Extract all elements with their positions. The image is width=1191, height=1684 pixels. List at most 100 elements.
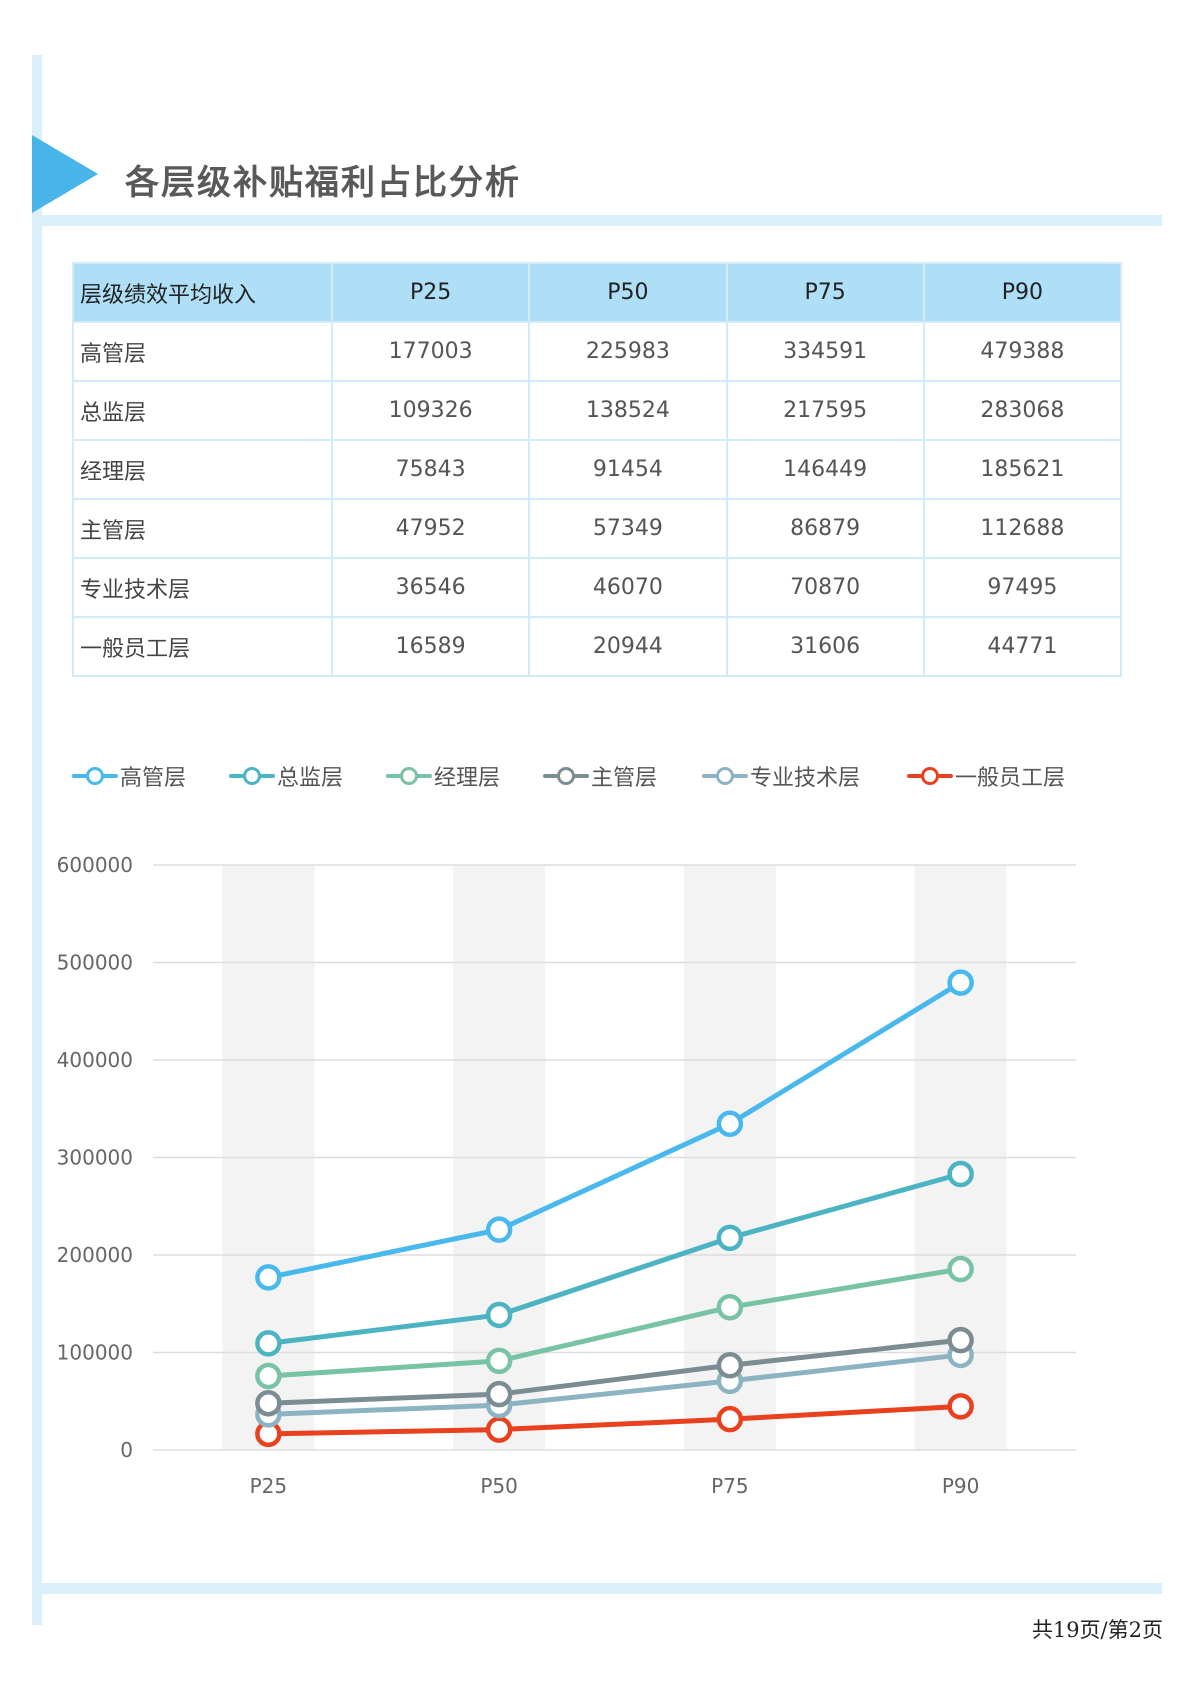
- series-line: [265, 1266, 964, 1379]
- table-header-cell: P50: [528, 262, 728, 323]
- table-cell: 185621: [922, 439, 1123, 500]
- table-cell: 20944: [528, 616, 728, 677]
- legend-label: 经理层: [434, 766, 501, 791]
- table-cell: 16589: [330, 616, 531, 677]
- table-cell: 112688: [922, 498, 1123, 559]
- y-tick-label: 400000: [57, 1048, 133, 1072]
- data-point: [485, 1301, 513, 1329]
- legend-item: 一般员工层: [907, 760, 1065, 792]
- data-point: [255, 1362, 282, 1390]
- table-row: 专业技术层 36546 46070 70870 97495: [72, 557, 1123, 618]
- legend-label: 总监层: [277, 766, 344, 791]
- table-cell: 334591: [725, 321, 925, 382]
- legend-line-icon: [229, 766, 275, 786]
- data-point: [485, 1380, 513, 1408]
- data-point: [485, 1416, 513, 1443]
- table-cell: 70870: [725, 557, 925, 618]
- legend-item: 总监层: [229, 760, 343, 792]
- page-title: 各层级补贴福利占比分析: [125, 163, 521, 203]
- income-table: 层级绩效平均收入 P25 P50 P75 P90 高管层 177003 2259…: [72, 262, 1123, 677]
- series-line: [265, 1171, 964, 1346]
- line-chart: 0 100000 200000 300000 400000 500000 600000 P25…: [57, 853, 1076, 1498]
- legend-line-icon: [907, 766, 953, 786]
- table-cell: 225983: [528, 321, 728, 382]
- y-tick-label: 200000: [57, 1243, 133, 1267]
- y-tick-label: 0: [120, 1438, 133, 1462]
- data-point: [255, 1264, 282, 1291]
- table-cell: 146449: [725, 439, 925, 500]
- data-point: [716, 1293, 744, 1321]
- legend-line-icon: [72, 766, 118, 786]
- table-header-cell: P90: [922, 262, 1123, 323]
- table-row: 经理层 75843 91454 146449 185621: [72, 439, 1123, 500]
- table-cell: 217595: [725, 380, 925, 441]
- legend-line-icon: [543, 766, 589, 786]
- table-row: 高管层 177003 225983 334591 479388: [72, 321, 1123, 382]
- series-line: [265, 1403, 964, 1437]
- legend-label: 主管层: [591, 766, 658, 791]
- table-row: 总监层 109326 138524 217595 283068: [72, 380, 1123, 441]
- row-label: 专业技术层: [72, 557, 333, 618]
- data-point: [947, 1326, 974, 1354]
- row-label: 主管层: [72, 498, 333, 559]
- table-cell: 177003: [330, 321, 531, 382]
- bottom-divider: [32, 1583, 1162, 1594]
- x-tick-label: P25: [250, 1474, 288, 1498]
- x-tick-label: P75: [711, 1474, 749, 1498]
- series-line: [265, 980, 964, 1280]
- data-point: [255, 1330, 282, 1357]
- data-point: [947, 1393, 974, 1420]
- legend-label: 高管层: [120, 766, 187, 791]
- table-header-cell: P25: [330, 262, 531, 323]
- series-line: [265, 1352, 964, 1417]
- data-point: [947, 1255, 974, 1283]
- table-cell: 138524: [528, 380, 728, 441]
- table-header-cell: 层级绩效平均收入: [72, 262, 333, 323]
- data-point: [485, 1216, 513, 1243]
- table-cell: 109326: [330, 380, 531, 441]
- legend-item: 主管层: [543, 760, 657, 792]
- data-point: [716, 1110, 744, 1138]
- data-point: [716, 1224, 744, 1252]
- title-triangle-icon: [32, 135, 98, 213]
- table-cell: 75843: [330, 439, 531, 500]
- x-tick-label: P50: [480, 1474, 518, 1498]
- table-header-row: 层级绩效平均收入 P25 P50 P75 P90: [72, 262, 1123, 323]
- legend-label: 一般员工层: [955, 766, 1066, 791]
- row-label: 一般员工层: [72, 616, 333, 677]
- data-point: [716, 1352, 744, 1379]
- table-cell: 283068: [922, 380, 1123, 441]
- row-label: 总监层: [72, 380, 333, 441]
- table-cell: 479388: [922, 321, 1123, 382]
- table-cell: 57349: [528, 498, 728, 559]
- table-cell: 86879: [725, 498, 925, 559]
- left-accent-bar: [32, 55, 42, 1625]
- data-point: [255, 1389, 282, 1417]
- table-row: 主管层 47952 57349 86879 112688: [72, 498, 1123, 559]
- table-row: 一般员工层 16589 20944 31606 44771: [72, 616, 1123, 677]
- legend-line-icon: [386, 766, 432, 786]
- data-point: [947, 969, 974, 996]
- data-point: [716, 1405, 744, 1433]
- table-cell: 36546: [330, 557, 531, 618]
- table-cell: 91454: [528, 439, 728, 500]
- title-divider: [32, 215, 1162, 226]
- series-line: [265, 1337, 964, 1406]
- page-number: 共19页/第2页: [1031, 1618, 1163, 1642]
- legend-item: 高管层: [72, 760, 186, 792]
- y-tick-label: 100000: [57, 1341, 133, 1365]
- legend-item: 专业技术层: [702, 760, 860, 792]
- data-point: [485, 1347, 513, 1375]
- y-tick-label: 600000: [57, 853, 133, 877]
- row-label: 高管层: [72, 321, 333, 382]
- y-tick-label: 500000: [57, 951, 133, 975]
- data-point: [947, 1160, 974, 1188]
- table-cell: 47952: [330, 498, 531, 559]
- table-cell: 44771: [922, 616, 1123, 677]
- table-cell: 46070: [528, 557, 728, 618]
- legend-item: 经理层: [386, 760, 500, 792]
- table-cell: 31606: [725, 616, 925, 677]
- table-cell: 97495: [922, 557, 1123, 618]
- legend-label: 专业技术层: [750, 766, 861, 791]
- row-label: 经理层: [72, 439, 333, 500]
